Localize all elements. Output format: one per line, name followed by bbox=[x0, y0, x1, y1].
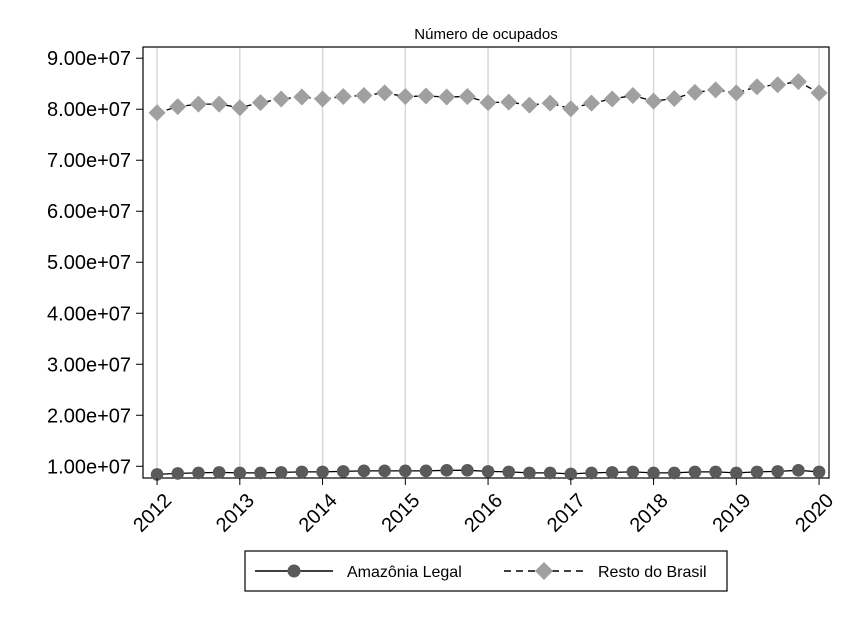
data-point bbox=[812, 465, 826, 479]
data-point bbox=[686, 83, 704, 101]
data-point bbox=[440, 464, 453, 477]
data-point bbox=[458, 87, 476, 105]
data-point bbox=[709, 465, 722, 479]
legend-label-amazonia: Amazônia Legal bbox=[347, 564, 462, 581]
data-point bbox=[789, 73, 807, 91]
data-point bbox=[748, 78, 766, 96]
data-point bbox=[688, 465, 702, 479]
data-point bbox=[502, 465, 516, 479]
data-point bbox=[667, 466, 681, 480]
data-point bbox=[645, 92, 663, 110]
data-point bbox=[336, 465, 350, 478]
data-point bbox=[543, 466, 557, 480]
legend: Amazônia Legal Resto do Brasil bbox=[244, 550, 728, 592]
data-point bbox=[376, 84, 394, 102]
data-point bbox=[316, 465, 329, 479]
data-point bbox=[520, 96, 538, 114]
y-tick-label: 3.00e+07 bbox=[47, 354, 131, 376]
data-point bbox=[771, 465, 784, 478]
y-tick-label: 7.00e+07 bbox=[47, 150, 131, 172]
data-point bbox=[603, 90, 621, 108]
data-point bbox=[461, 464, 474, 477]
data-point bbox=[583, 94, 601, 112]
data-point bbox=[233, 466, 247, 480]
data-point bbox=[562, 100, 580, 118]
y-tick-label: 6.00e+07 bbox=[47, 201, 131, 223]
data-point bbox=[523, 466, 536, 480]
data-point bbox=[396, 87, 414, 105]
data-point bbox=[254, 466, 267, 480]
data-point bbox=[148, 104, 166, 122]
data-point bbox=[357, 464, 371, 478]
data-point bbox=[769, 76, 787, 94]
data-point bbox=[272, 90, 290, 108]
data-point bbox=[810, 84, 828, 102]
data-point bbox=[189, 95, 207, 113]
data-point bbox=[274, 466, 288, 479]
chart-title: Número de ocupados bbox=[414, 26, 557, 43]
y-tick-label: 4.00e+07 bbox=[47, 303, 131, 325]
data-point bbox=[665, 90, 683, 108]
data-point bbox=[334, 87, 352, 105]
data-point bbox=[169, 98, 187, 116]
data-point bbox=[252, 94, 270, 112]
data-point bbox=[564, 467, 578, 481]
data-point bbox=[727, 84, 745, 102]
data-point bbox=[624, 86, 642, 104]
y-tick-label: 9.00e+07 bbox=[47, 48, 131, 70]
data-point bbox=[150, 468, 164, 481]
data-point bbox=[399, 464, 412, 478]
data-point bbox=[293, 88, 311, 106]
data-point bbox=[355, 86, 373, 104]
data-point bbox=[231, 99, 249, 117]
data-point bbox=[378, 464, 391, 478]
data-point bbox=[171, 467, 185, 480]
series-resto-do-brasil bbox=[148, 73, 828, 122]
data-point bbox=[419, 464, 433, 478]
legend-label-resto: Resto do Brasil bbox=[598, 564, 707, 581]
data-point bbox=[605, 466, 619, 479]
data-point bbox=[647, 466, 660, 480]
data-point bbox=[730, 466, 743, 480]
y-tick-label: 2.00e+07 bbox=[47, 405, 131, 427]
legend-marker-amazonia bbox=[287, 564, 301, 578]
data-point bbox=[438, 88, 456, 106]
data-point bbox=[481, 465, 495, 478]
series-group bbox=[148, 73, 828, 481]
data-point bbox=[792, 464, 805, 477]
data-point bbox=[295, 465, 309, 479]
data-point bbox=[585, 466, 598, 480]
data-point bbox=[314, 90, 332, 108]
y-tick-label: 8.00e+07 bbox=[47, 99, 131, 121]
data-point bbox=[500, 93, 518, 111]
y-tick-label: 5.00e+07 bbox=[47, 252, 131, 274]
data-point bbox=[541, 94, 559, 112]
data-point bbox=[479, 94, 497, 112]
data-point bbox=[417, 87, 435, 105]
data-point bbox=[626, 465, 640, 479]
data-point bbox=[192, 466, 205, 480]
series-amazonia-legal bbox=[150, 464, 826, 481]
data-point bbox=[212, 466, 226, 479]
y-tick-label: 1.00e+07 bbox=[47, 456, 131, 478]
data-point bbox=[750, 465, 764, 479]
data-point bbox=[210, 95, 228, 113]
data-point bbox=[707, 81, 725, 99]
legend-marker-resto bbox=[535, 562, 553, 580]
